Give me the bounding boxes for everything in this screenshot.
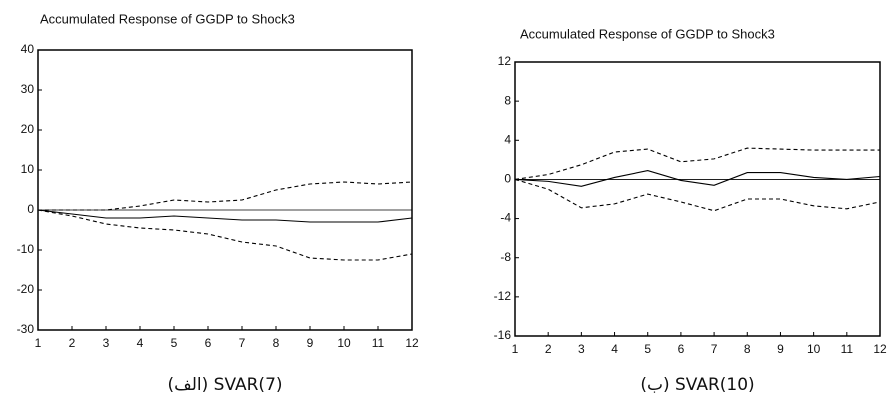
plot-frame (37, 49, 413, 331)
x-tick-label: 12 (405, 336, 419, 350)
y-tick-label: -12 (494, 289, 512, 303)
x-tick-label: 9 (777, 342, 784, 356)
y-tick-label: -4 (500, 211, 511, 225)
y-tick-label: 0 (504, 172, 511, 186)
x-tick-label: 3 (103, 336, 110, 350)
y-tick-label: -10 (17, 242, 35, 256)
x-tick-label: 6 (205, 336, 212, 350)
caption: (الف) SVAR(7) (167, 375, 282, 395)
chart-title: Accumulated Response of GGDP to Shock3 (40, 11, 295, 26)
chart-title: Accumulated Response of GGDP to Shock3 (520, 26, 775, 41)
x-tick-label: 5 (644, 342, 651, 356)
x-tick-label: 7 (239, 336, 246, 350)
x-tick-label: 10 (337, 336, 351, 350)
x-tick-label: 4 (611, 342, 618, 356)
y-tick-label: 10 (21, 162, 35, 176)
y-tick-label: -20 (17, 282, 35, 296)
caption: (ب) SVAR(10) (640, 375, 754, 395)
y-tick-label: 40 (21, 42, 35, 56)
x-tick-label: 8 (744, 342, 751, 356)
y-tick-label: -16 (494, 328, 512, 342)
x-tick-label: 9 (307, 336, 314, 350)
x-tick-label: 2 (545, 342, 552, 356)
y-tick-label: 20 (21, 122, 35, 136)
x-tick-label: 10 (807, 342, 821, 356)
y-tick-label: 8 (504, 93, 511, 107)
x-tick-label: 8 (273, 336, 280, 350)
plot-frame (514, 61, 881, 337)
x-tick-label: 12 (873, 342, 887, 356)
series-line (37, 209, 413, 223)
series-line (514, 170, 881, 187)
x-tick-label: 1 (35, 336, 42, 350)
x-tick-label: 11 (841, 342, 854, 356)
x-tick-label: 4 (137, 336, 144, 350)
y-tick-label: -30 (17, 322, 35, 336)
y-tick-label: 12 (498, 54, 512, 68)
x-tick-label: 2 (69, 336, 76, 350)
y-tick-label: 4 (504, 132, 511, 146)
series-line (514, 178, 881, 212)
x-tick-label: 11 (372, 336, 385, 350)
y-tick-label: -8 (500, 250, 511, 264)
x-tick-label: 1 (512, 342, 519, 356)
y-tick-label: 30 (21, 82, 35, 96)
x-tick-label: 3 (578, 342, 585, 356)
series-line (38, 181, 413, 211)
x-tick-label: 7 (711, 342, 718, 356)
x-tick-label: 5 (171, 336, 178, 350)
y-tick-label: 0 (27, 202, 34, 216)
series-line (514, 147, 880, 180)
x-tick-label: 6 (678, 342, 685, 356)
series-line (37, 209, 413, 261)
